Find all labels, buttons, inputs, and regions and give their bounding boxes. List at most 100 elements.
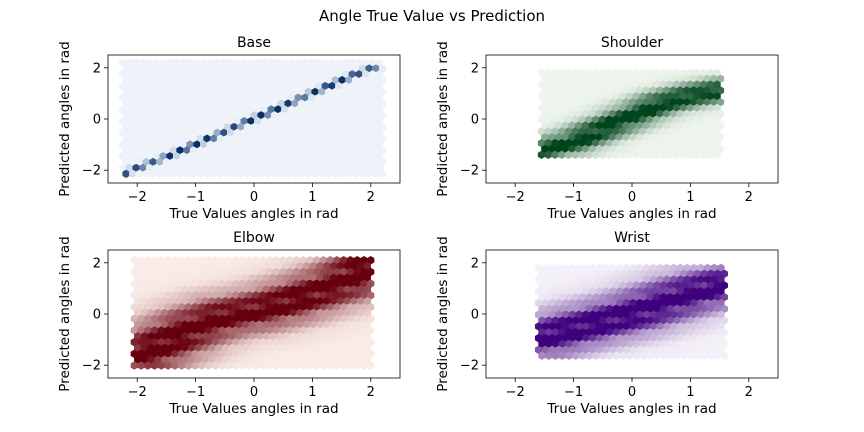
hexbin-cell bbox=[541, 298, 549, 308]
hexbin-cell bbox=[301, 116, 309, 126]
hexbin-cell bbox=[581, 97, 590, 107]
hexbin-cell bbox=[145, 140, 154, 149]
hexbin-cell bbox=[252, 314, 260, 323]
hexbin-cell bbox=[238, 337, 246, 347]
hexbin-cell bbox=[211, 279, 219, 288]
hexbin-cell bbox=[615, 74, 623, 83]
hexbin-cell bbox=[656, 133, 664, 142]
hexbin-cell bbox=[134, 355, 142, 364]
hexbin-cell bbox=[328, 70, 336, 79]
hexbin-cell bbox=[269, 308, 277, 318]
hexbin-cell bbox=[145, 58, 154, 67]
hexbin-cell bbox=[297, 76, 306, 85]
hexbin-cell bbox=[365, 134, 373, 143]
hexbin-cell bbox=[275, 308, 284, 318]
hexbin-cell bbox=[676, 74, 684, 83]
hexbin-cell bbox=[673, 328, 681, 337]
hexbin-cell bbox=[171, 349, 179, 359]
hexbin-cell bbox=[174, 355, 182, 364]
hexbin-cell bbox=[262, 285, 270, 294]
hexbin-cell bbox=[352, 169, 360, 179]
hexbin-cell bbox=[328, 58, 336, 67]
hexbin-cell bbox=[350, 343, 358, 353]
hexbin-cell bbox=[625, 68, 633, 78]
hexbin-cell bbox=[598, 138, 606, 148]
hexbin-cell bbox=[595, 275, 603, 284]
hexbin-cell bbox=[129, 134, 137, 143]
hexbin-cell bbox=[243, 111, 252, 120]
hexbin-cell bbox=[670, 263, 678, 273]
hexbin-cell bbox=[218, 361, 226, 370]
hexbin-cell bbox=[639, 103, 647, 113]
hexbin-cell bbox=[137, 314, 145, 323]
hexbin-cell bbox=[201, 261, 209, 271]
hexbin-cell bbox=[362, 93, 370, 102]
hexbin-cell bbox=[697, 275, 705, 284]
hexbin-cell bbox=[670, 333, 678, 343]
hexbin-cell bbox=[265, 337, 274, 347]
hexbin-cell bbox=[605, 292, 614, 302]
hexbin-cell bbox=[697, 298, 705, 308]
hexbin-cell bbox=[686, 292, 695, 302]
hexbin-cell bbox=[379, 87, 387, 97]
hexbin-cell bbox=[713, 269, 722, 278]
hexbin-cell bbox=[252, 302, 260, 312]
hexbin-cell bbox=[713, 103, 721, 113]
hexbin-cell bbox=[223, 122, 231, 132]
hexbin-cell bbox=[267, 128, 275, 138]
hexbin-cell bbox=[585, 80, 593, 89]
hexbin-cell bbox=[130, 291, 138, 300]
x-tick-label: −2 bbox=[128, 385, 147, 400]
hexbin-cell bbox=[544, 127, 552, 136]
hexbin-cell bbox=[274, 93, 282, 102]
hexbin-cell bbox=[605, 150, 613, 160]
hexbin-cell bbox=[336, 296, 344, 306]
hexbin-cell bbox=[588, 275, 597, 284]
hexbin-cell bbox=[130, 302, 138, 312]
hexbin-cell bbox=[174, 261, 182, 271]
hexbin-cell bbox=[598, 127, 606, 136]
hexbin-cell bbox=[164, 349, 172, 359]
hexbin-cell bbox=[588, 144, 596, 154]
hexbin-cell bbox=[139, 81, 147, 91]
hexbin-cell bbox=[350, 285, 358, 294]
hexbin-cell bbox=[346, 361, 355, 370]
hexbin-cell bbox=[707, 339, 715, 349]
hexbin-cell bbox=[372, 64, 380, 73]
hexbin-cell bbox=[258, 314, 267, 323]
hexbin-cell bbox=[564, 138, 573, 148]
hexbin-cell bbox=[333, 326, 341, 335]
hexbin-cell bbox=[659, 115, 667, 124]
hexbin-cell bbox=[118, 58, 127, 67]
hexbin-cell bbox=[252, 326, 260, 335]
hexbin-cell bbox=[602, 287, 610, 296]
hexbin-cell bbox=[242, 355, 250, 364]
hexbin-cell bbox=[653, 316, 661, 325]
hexbin-cell bbox=[568, 109, 576, 119]
hexbin-cell bbox=[247, 81, 255, 91]
hexbin-cell bbox=[666, 115, 674, 124]
hexbin-cell bbox=[713, 281, 722, 290]
hexbin-cell bbox=[666, 281, 674, 290]
hexbin-cell bbox=[240, 116, 248, 126]
hexbin-cell bbox=[649, 287, 658, 296]
hexbin-cell bbox=[238, 279, 246, 288]
hexbin-cell bbox=[635, 86, 644, 95]
hexbin-cell bbox=[309, 343, 317, 353]
hexbin-cell bbox=[135, 134, 144, 143]
hexbin-cell bbox=[324, 111, 333, 120]
hexbin-cell bbox=[632, 316, 641, 325]
hexbin-cell bbox=[356, 285, 365, 294]
hexbin-cell bbox=[612, 138, 620, 148]
hexbin-cell bbox=[206, 93, 215, 102]
x-tick-label: −2 bbox=[128, 190, 147, 205]
hexbin-cell bbox=[140, 320, 149, 329]
hexbin-cell bbox=[578, 80, 586, 89]
hexbin-cell bbox=[150, 314, 159, 323]
hexbin-cell bbox=[313, 349, 321, 359]
hexbin-cell bbox=[362, 81, 370, 91]
hexbin-cell bbox=[340, 302, 348, 312]
hexbin-cell bbox=[286, 314, 294, 323]
hexbin-cell bbox=[129, 76, 137, 85]
hexbin-cell bbox=[231, 326, 240, 335]
